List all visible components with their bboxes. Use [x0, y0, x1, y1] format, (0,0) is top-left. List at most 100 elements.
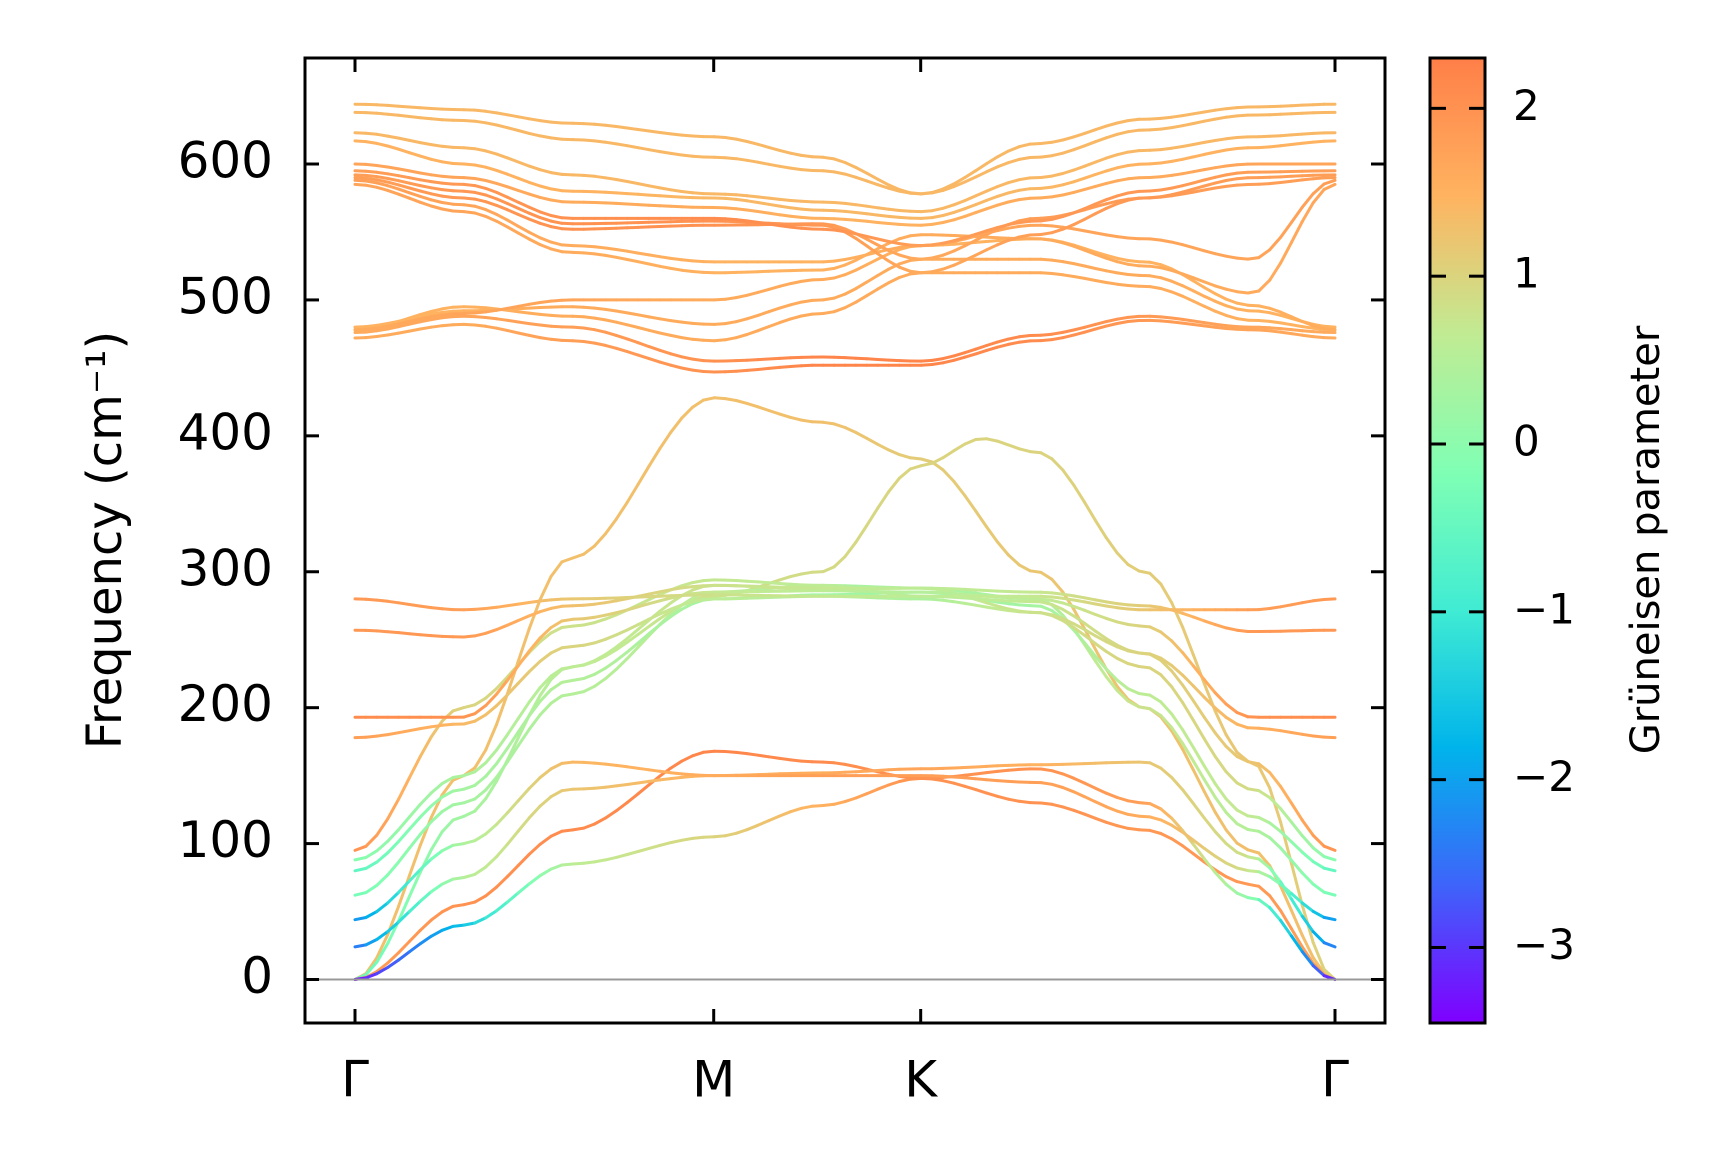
band-segment	[799, 570, 814, 576]
band-segment	[364, 111, 379, 115]
band-segment	[745, 579, 760, 584]
band-segment	[603, 123, 618, 128]
band-segment	[1181, 122, 1195, 128]
band-segment	[1126, 314, 1141, 319]
band-segment	[451, 787, 466, 793]
band-segment	[516, 176, 531, 184]
band-segment	[1061, 805, 1076, 812]
band-segment	[734, 193, 749, 198]
band-segment	[1191, 842, 1206, 861]
band-segment	[963, 772, 978, 777]
band-segment	[1093, 816, 1108, 824]
band-segment	[375, 851, 390, 864]
band-segment	[985, 155, 999, 166]
band-segment	[397, 879, 411, 894]
band-segment	[1289, 220, 1304, 245]
band-segment	[1126, 149, 1141, 154]
band-segment	[767, 211, 782, 217]
band-segment	[407, 815, 422, 831]
band-segment	[995, 607, 1010, 612]
band-segment	[440, 818, 455, 834]
band-segment	[418, 325, 433, 331]
band-segment	[1235, 722, 1250, 730]
band-segment	[625, 126, 640, 131]
band-segment	[1126, 649, 1141, 655]
band-segment	[995, 439, 1010, 447]
band-segment	[397, 631, 411, 636]
band-segment	[887, 767, 901, 772]
band-segment	[386, 319, 401, 325]
band-segment	[549, 313, 564, 318]
band-segment	[854, 356, 869, 361]
band-segment	[658, 594, 673, 598]
band-segment	[963, 203, 978, 211]
band-segment	[658, 601, 673, 613]
band-segment	[495, 678, 509, 696]
band-segment	[854, 524, 869, 544]
band-segment	[527, 192, 542, 199]
band-segment	[1170, 184, 1185, 190]
band-segment	[865, 591, 880, 596]
band-segment	[603, 645, 618, 657]
band-segment	[1126, 687, 1141, 695]
band-segment	[734, 750, 749, 756]
band-segment	[1322, 324, 1337, 329]
band-segment	[691, 259, 705, 264]
band-segment	[1289, 892, 1304, 905]
band-segment	[614, 637, 629, 649]
band-segment	[451, 196, 466, 200]
band-segment	[995, 181, 1010, 189]
band-segment	[669, 363, 684, 370]
band-29	[353, 102, 1337, 196]
band-segment	[1093, 598, 1108, 604]
band-segment	[1083, 173, 1097, 180]
band-segment	[1268, 875, 1283, 886]
band-segment	[418, 141, 433, 147]
band-segment	[484, 909, 499, 920]
band-segment	[832, 170, 847, 176]
band-segment	[789, 199, 803, 203]
band-segment	[549, 198, 564, 204]
band-segment	[1170, 669, 1185, 687]
band-segment	[1213, 252, 1228, 258]
band-segment	[636, 128, 651, 133]
band-segment	[593, 532, 607, 548]
band-segment	[799, 226, 814, 231]
band-segment	[1061, 328, 1076, 334]
band-segment	[462, 797, 477, 805]
band-segment	[1224, 297, 1239, 305]
band-segment	[527, 804, 542, 820]
band-segment	[353, 182, 368, 187]
band-segment	[1006, 553, 1021, 567]
band-segment	[1039, 231, 1054, 236]
band-segment	[1170, 726, 1185, 745]
band-segment	[789, 758, 803, 763]
band-segment	[1181, 170, 1195, 176]
band-segment	[756, 366, 771, 371]
band-segment	[1061, 619, 1076, 629]
band-segment	[1093, 250, 1108, 257]
band-segment	[1311, 188, 1326, 205]
band-segment	[952, 214, 967, 222]
band-segment	[1039, 604, 1054, 613]
band-segment	[1148, 116, 1163, 121]
band-segment	[734, 828, 749, 835]
band-segment	[1072, 808, 1087, 816]
band-segment	[1039, 257, 1054, 262]
band-segment	[429, 782, 444, 795]
band-segment	[440, 776, 455, 786]
band-segment	[593, 328, 607, 334]
band-segment	[386, 331, 401, 337]
band-segment	[1311, 882, 1326, 894]
band-segment	[1159, 186, 1174, 192]
band-segment	[440, 315, 455, 320]
band-segment	[353, 856, 368, 862]
band-segment	[1039, 185, 1054, 190]
band-segment	[1148, 314, 1163, 319]
band-segment	[789, 300, 803, 307]
band-segment	[1159, 766, 1174, 779]
band-segment	[625, 632, 640, 644]
band-segment	[582, 659, 597, 667]
band-segment	[1268, 796, 1283, 811]
band-segment	[429, 117, 444, 122]
